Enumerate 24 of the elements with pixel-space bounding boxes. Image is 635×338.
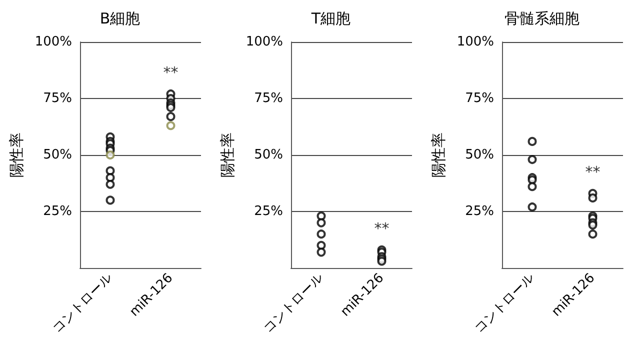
y-axis-title: 陽性率 <box>429 132 448 178</box>
y-tick-label: 100% <box>34 34 72 50</box>
y-tick-label: 25% <box>43 204 72 219</box>
x-tick-label: コントロール <box>260 270 327 336</box>
chart-title: T細胞 <box>310 10 351 28</box>
annotation: ** <box>585 162 601 181</box>
y-tick-label: 100% <box>246 34 283 50</box>
chart-title: 骨髄系細胞 <box>504 10 580 28</box>
y-axis-title: 陽性率 <box>218 132 236 178</box>
y-tick-label: 25% <box>254 204 283 219</box>
y-tick-label: 50% <box>465 148 494 162</box>
x-tick-label: コントロール <box>50 270 116 336</box>
y-axis-title: 陽性率 <box>7 132 26 178</box>
x-tick-label: コントロール <box>472 270 538 336</box>
y-tick-label: 50% <box>43 148 72 162</box>
y-tick-label: 25% <box>465 204 494 219</box>
chart-title: B細胞 <box>100 10 140 28</box>
y-tick-label: 75% <box>465 91 494 106</box>
annotation: ** <box>163 63 179 82</box>
y-tick-label: 100% <box>456 34 494 50</box>
y-tick-label: 75% <box>254 91 283 106</box>
y-tick-label: 50% <box>254 148 283 162</box>
y-tick-label: 75% <box>43 91 72 106</box>
annotation: ** <box>374 219 390 238</box>
